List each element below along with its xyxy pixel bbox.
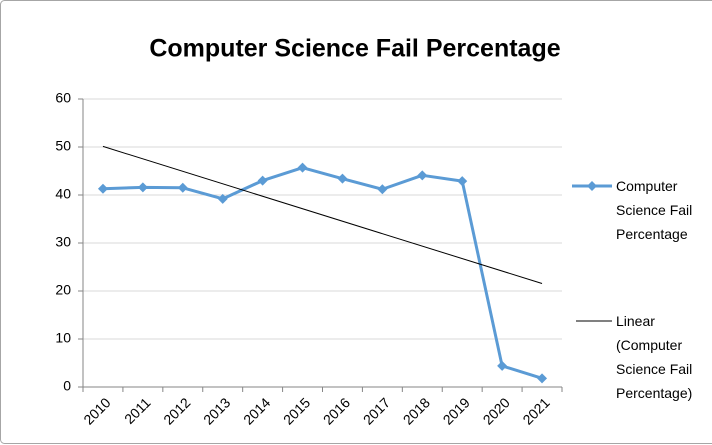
data-point <box>97 183 108 194</box>
data-point <box>297 162 308 173</box>
y-tick-label: 20 <box>55 282 71 298</box>
y-tick-label: 10 <box>55 330 71 346</box>
series-line <box>102 166 543 380</box>
legend-marker <box>587 181 597 191</box>
data-point <box>337 173 348 184</box>
y-tick-label: 50 <box>55 138 71 154</box>
y-tick-label: 0 <box>63 378 71 394</box>
y-tick-label: 30 <box>55 234 71 250</box>
y-tick-label: 60 <box>55 90 71 106</box>
trendline <box>102 145 543 284</box>
data-point <box>457 176 468 187</box>
data-point <box>417 170 428 181</box>
data-point <box>377 184 388 195</box>
data-point <box>137 182 148 193</box>
data-point <box>257 175 268 186</box>
data-point <box>537 373 548 384</box>
y-tick-label: 40 <box>55 186 71 202</box>
chart-title: Computer Science Fail Percentage <box>149 35 560 63</box>
data-point <box>177 182 188 193</box>
data-point <box>497 360 508 371</box>
data-point <box>217 193 228 204</box>
legend-label: Computer Science Fail Percentage <box>616 178 693 242</box>
legend-label: Linear (Computer Science Fail Percentage… <box>616 313 693 401</box>
